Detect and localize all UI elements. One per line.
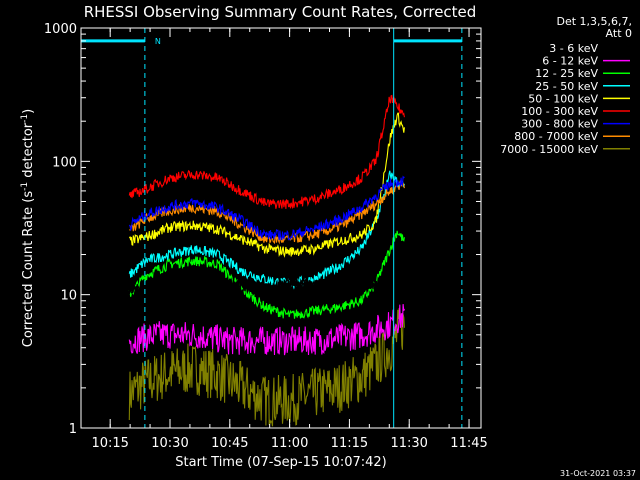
annotation-label: N: [155, 37, 161, 46]
series-line: [128, 170, 405, 290]
plot-frame: [80, 27, 482, 429]
series-line: [129, 180, 405, 245]
chart-title: RHESSI Observing Summary Count Rates, Co…: [84, 3, 477, 21]
x-tick-label: 10:15: [91, 436, 128, 451]
x-tick-label: 11:00: [271, 436, 308, 451]
data-layer: [128, 94, 405, 427]
series-line: [128, 112, 405, 258]
x-tick-label: 10:30: [151, 436, 188, 451]
series-line: [128, 230, 405, 319]
legend-entry: 25 - 50 keV: [535, 80, 598, 93]
y-tick-label: 10: [60, 289, 77, 304]
y-axis: 1 10 100 1000: [44, 22, 481, 437]
legend-entry: 800 - 7000 keV: [514, 130, 598, 143]
legend-entry: 50 - 100 keV: [528, 92, 598, 105]
x-tick-label: 11:45: [450, 436, 487, 451]
legend-entry: 100 - 300 keV: [521, 105, 598, 118]
x-tick-label: 10:45: [211, 436, 248, 451]
legend-entry: 6 - 12 keV: [542, 55, 598, 68]
x-axis: 10:15 10:30 10:45 11:00 11:15 11:30 11:45: [91, 28, 488, 451]
markers-layer: N: [80, 28, 463, 428]
y-axis-label: Corrected Count Rate (s-1 detector-1): [20, 109, 36, 347]
x-tick-label: 11:15: [331, 436, 368, 451]
y-tick-label: 1: [69, 422, 77, 437]
series-line: [128, 307, 405, 427]
x-tick-label: 11:30: [390, 436, 427, 451]
legend-header: Det 1,3,5,6,7,: [556, 15, 632, 28]
legend-header: Att 0: [606, 27, 632, 40]
legend-entry: 7000 - 15000 keV: [500, 143, 598, 156]
legend-entry: 300 - 800 keV: [521, 118, 598, 131]
series-line-black: [128, 277, 405, 295]
plot-area: N 1 10 100 1000 10:15 10:30 10:45 11:00 11:15 11…: [44, 22, 488, 451]
timestamp: 31-Oct-2021 03:37: [560, 469, 636, 478]
series-line: [128, 175, 405, 241]
y-tick-label: 100: [52, 155, 77, 170]
series-line: [128, 304, 405, 356]
x-axis-label: Start Time (07-Sep-15 10:07:42): [175, 455, 386, 470]
legend-entry: 12 - 25 keV: [535, 67, 598, 80]
series-line: [128, 94, 405, 210]
legend-entry: 3 - 6 keV: [549, 42, 598, 55]
y-tick-label: 1000: [44, 22, 77, 37]
